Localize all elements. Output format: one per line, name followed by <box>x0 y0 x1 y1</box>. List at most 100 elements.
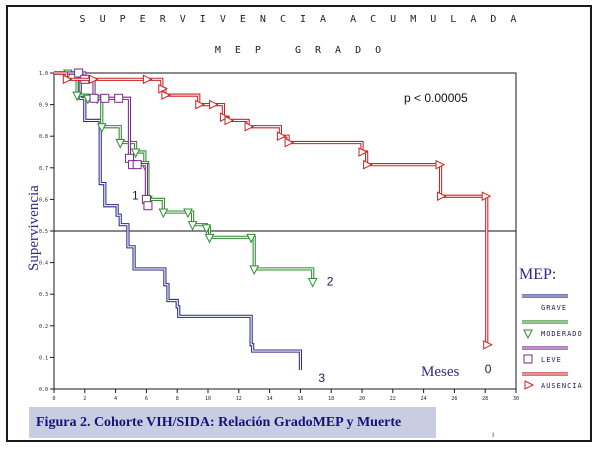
censor-marker-moderado <box>204 233 215 244</box>
series-ausencia: 0 <box>54 71 493 376</box>
legend: GRAVE MODERADO LEVE AUSENCIA <box>522 294 583 390</box>
series-leve: 1 <box>54 68 153 211</box>
x-tick-label: 14 <box>267 396 273 402</box>
series-group: 3 2 1 0 <box>54 68 493 385</box>
x-tick-label: 24 <box>421 396 427 402</box>
tick-marks: 0 2 4 6 8 10 12 14 16 18 20 22 24 26 28 300.00.10.20.30… <box>39 71 519 402</box>
censor-marker-ausencia <box>209 99 219 110</box>
curve-end-label-moderado: 2 <box>327 275 334 289</box>
censor-marker-moderado <box>158 208 169 219</box>
series-grave: 3 <box>54 71 325 385</box>
censor-marker-ausencia <box>158 83 168 94</box>
legend-marker-ausencia <box>524 380 535 390</box>
y-tick-label: 0.6 <box>39 197 48 203</box>
curve-end-label-grave: 3 <box>318 371 325 385</box>
censor-marker-moderado <box>130 148 141 159</box>
curve-end-label-leve: 1 <box>132 189 139 203</box>
curve-end-label-ausencia: 0 <box>485 362 492 376</box>
censor-marker-ausencia <box>161 90 171 100</box>
survival-curve-ausencia-inner <box>54 72 488 345</box>
censor-marker-moderado <box>183 208 193 219</box>
y-tick-label: 0.0 <box>39 387 48 393</box>
legend-item-moderado: MODERADO <box>522 320 583 340</box>
x-tick-label: 4 <box>114 396 117 402</box>
censor-marker-moderado <box>72 91 82 102</box>
censor-marker-moderado <box>307 278 318 288</box>
x-tick-label: 26 <box>451 396 457 402</box>
chart-title: S U P E R V I V E N C I A A C U M U L A … <box>79 14 521 25</box>
y-tick-label: 0.8 <box>39 134 48 140</box>
y-tick-label: 1.0 <box>39 71 48 77</box>
censor-marker-ausencia <box>89 74 99 85</box>
censor-marker-moderado <box>96 123 107 133</box>
censor-marker-ausencia <box>358 147 369 157</box>
y-tick-label: 0.2 <box>39 324 48 330</box>
censor-marker-moderado <box>115 139 126 149</box>
survival-curve-ausencia-outer <box>54 71 489 345</box>
censor-marker-leve <box>132 160 142 170</box>
legend-item-leve: LEVE <box>522 346 568 364</box>
y-tick-label: 0.3 <box>39 292 48 298</box>
x-tick-label: 8 <box>176 396 179 402</box>
legend-label-moderado: MODERADO <box>541 330 583 338</box>
y-tick-label: 0.9 <box>39 103 48 109</box>
x-tick-label: 6 <box>145 396 148 402</box>
legend-item-ausencia: AUSENCIA <box>522 372 583 390</box>
censor-marker-ausencia <box>142 74 153 85</box>
censor-marker-leve <box>89 93 99 103</box>
x-tick-label: 16 <box>297 396 303 402</box>
legend-item-grave: GRAVE <box>522 294 568 312</box>
y-tick-label: 0.5 <box>39 229 48 235</box>
x-tick-label: 12 <box>236 396 242 402</box>
censor-marker-leve <box>74 68 84 78</box>
series-moderado: 2 <box>54 69 334 289</box>
x-tick-label: 30 <box>513 396 519 402</box>
censor-marker-ausencia <box>435 159 446 170</box>
y-tick-label: 0.7 <box>39 166 48 172</box>
x-tick-label: 18 <box>328 396 334 402</box>
censor-marker-moderado <box>201 224 212 234</box>
legend-marker-leve <box>523 354 533 364</box>
censor-marker-ausencia <box>276 131 287 142</box>
censor-marker-ausencia <box>284 137 295 148</box>
censor-marker-ausencia <box>244 121 255 132</box>
survival-curve-grave-outer <box>54 71 302 371</box>
survival-curve-moderado-outer <box>54 71 315 282</box>
x-tick-label: 0 <box>52 396 55 402</box>
censor-marker-ausencia <box>363 159 373 170</box>
figure-frame <box>6 5 592 442</box>
legend-title: MEP: <box>519 266 556 283</box>
censor-marker-leve <box>100 93 110 103</box>
survival-curve-grave-inner <box>54 72 301 371</box>
y-tick-label: 0.4 <box>39 261 48 267</box>
x-tick-label: 22 <box>390 396 396 402</box>
censor-marker-ausencia <box>195 99 205 110</box>
chart-subtitle: M E P G R A D O <box>214 45 386 56</box>
censor-marker-leve <box>114 93 124 103</box>
legend-label-ausencia: AUSENCIA <box>541 382 583 390</box>
censor-marker-leve <box>143 201 153 211</box>
censor-marker-moderado <box>246 233 256 244</box>
footer-mark: ı <box>492 430 494 439</box>
censor-marker-ausencia <box>483 339 493 350</box>
x-tick-label: 20 <box>359 396 365 402</box>
censor-marker-ausencia <box>219 112 230 123</box>
x-axis-label: Meses <box>421 364 459 380</box>
x-tick-label: 2 <box>83 396 86 402</box>
censor-marker-ausencia <box>437 191 447 202</box>
y-tick-label: 0.1 <box>39 355 48 361</box>
legend-label-leve: LEVE <box>541 356 562 364</box>
y-axis-label: Supervivencia <box>26 185 42 271</box>
x-tick-label: 28 <box>482 396 488 402</box>
legend-label-grave: GRAVE <box>541 304 567 312</box>
censor-marker-ausencia <box>481 191 492 202</box>
legend-marker-moderado <box>523 329 533 340</box>
censor-marker-moderado <box>187 221 198 231</box>
p-value: p < 0.00005 <box>404 91 468 105</box>
x-tick-label: 10 <box>205 396 211 402</box>
censor-marker-moderado <box>249 265 260 276</box>
figure-caption: Figura 2. Cohorte VIH/SIDA: Relación Gra… <box>29 407 436 438</box>
censor-marker-ausencia <box>224 115 235 126</box>
censor-marker-ausencia <box>62 74 73 85</box>
